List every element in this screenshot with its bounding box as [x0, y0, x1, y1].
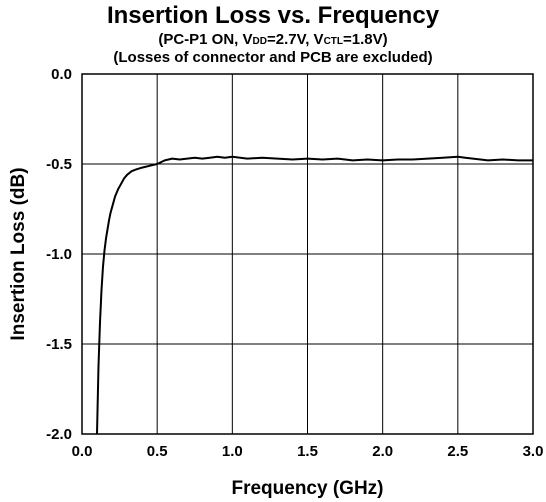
- y-tick-label: -2.0: [46, 426, 72, 443]
- x-axis-title: Frequency (GHz): [231, 478, 383, 499]
- plot-frame: [81, 73, 534, 435]
- x-tick-label: 3.0: [523, 443, 544, 460]
- y-axis-title: Insertion Loss (dB): [8, 167, 29, 340]
- x-tick-label: 0.5: [147, 443, 168, 460]
- subtitle-sub-ctl: CTL: [323, 36, 344, 47]
- y-tick-label: -0.5: [46, 156, 72, 173]
- chart-subtitle-conditions: (PC-P1 ON, VDD=2.7V, VCTL=1.8V): [0, 31, 546, 48]
- subtitle-sub-dd: DD: [252, 36, 267, 47]
- subtitle-post: =1.8V): [343, 31, 388, 48]
- subtitle-pre: (PC-P1 ON, V: [158, 31, 253, 48]
- series-line-0: [96, 155, 533, 435]
- series-layer: [96, 155, 533, 435]
- y-tick-label: -1.0: [46, 246, 72, 263]
- subtitle-mid: =2.7V, V: [266, 31, 324, 48]
- x-tick-label: 1.5: [297, 443, 318, 460]
- chart-subtitle-note: (Losses of connector and PCB are exclude…: [113, 49, 433, 66]
- x-tick-label: 0.0: [72, 443, 93, 460]
- x-tick-label: 2.0: [372, 443, 393, 460]
- y-tick-label: -1.5: [46, 336, 72, 353]
- grid: [82, 74, 533, 434]
- y-tick-label: 0.0: [51, 66, 72, 83]
- chart-title: Insertion Loss vs. Frequency: [106, 2, 440, 29]
- x-tick-label: 1.0: [222, 443, 243, 460]
- x-tick-label: 2.5: [447, 443, 468, 460]
- tick-labels: 0.0 0.5 1.0 1.5 2.0 2.5 3.0 0.0 -0.5 -1.0 -1.5 -2.0: [46, 66, 543, 460]
